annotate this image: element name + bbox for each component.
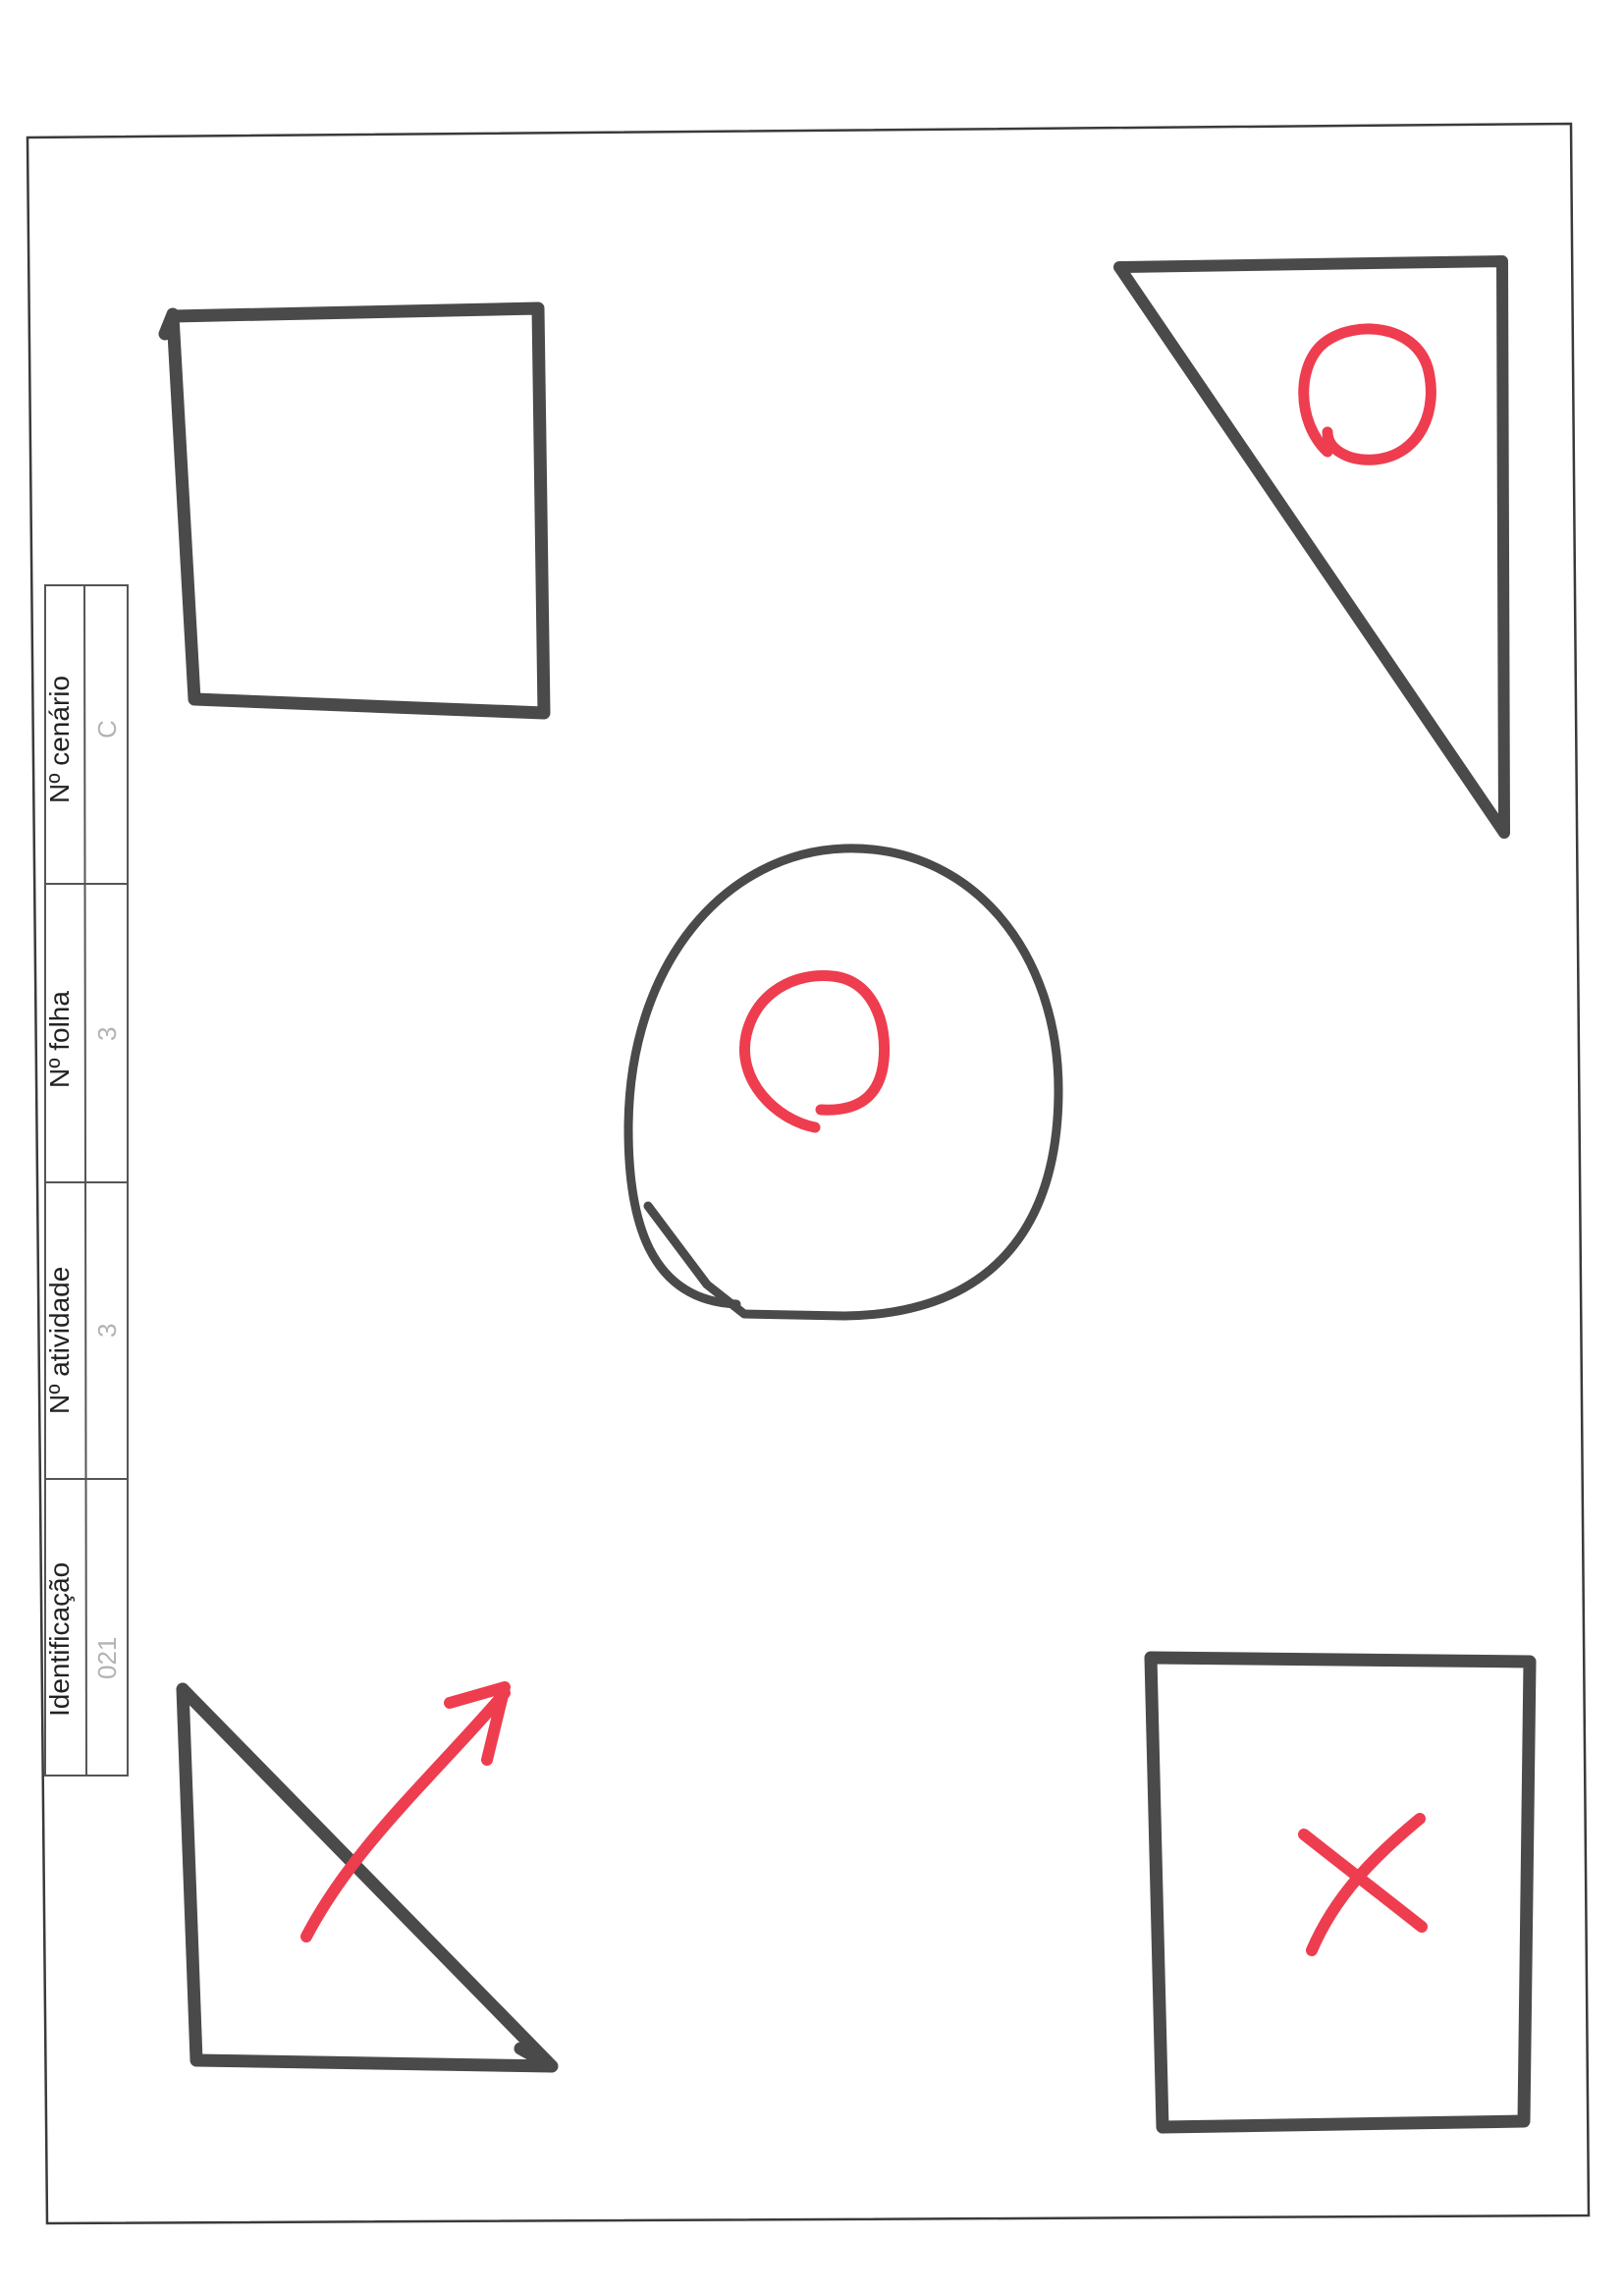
circle-shape-center bbox=[623, 844, 1063, 1321]
square-shape-top-left bbox=[158, 301, 551, 720]
identification-form: Nº cenário C Nº folha 3 Nº atividade 3 I… bbox=[44, 584, 129, 1777]
form-label-identificacao: Identificação bbox=[44, 1562, 75, 1717]
triangle-shape-bottom-left bbox=[176, 1682, 559, 2073]
form-value-folha: 3 bbox=[92, 1027, 122, 1041]
circle-mark-top-right bbox=[1298, 323, 1436, 465]
form-label-cenario: Nº cenário bbox=[44, 676, 75, 803]
square-shape-bottom-right bbox=[1144, 1651, 1537, 2134]
form-value-atividade: 3 bbox=[92, 1324, 122, 1338]
form-column-divider bbox=[83, 584, 87, 1777]
page-frame bbox=[26, 122, 1591, 2225]
form-label-folha: Nº folha bbox=[44, 991, 75, 1088]
cross-mark bbox=[1298, 1813, 1428, 1956]
arrow-mark bbox=[300, 1681, 511, 1942]
form-label-atividade: Nº atividade bbox=[44, 1267, 75, 1414]
form-value-identificacao: 021 bbox=[92, 1637, 122, 1679]
circle-mark-center bbox=[739, 970, 891, 1133]
triangle-shape-top-right bbox=[1113, 255, 1510, 839]
form-value-cenario: C bbox=[92, 720, 122, 738]
